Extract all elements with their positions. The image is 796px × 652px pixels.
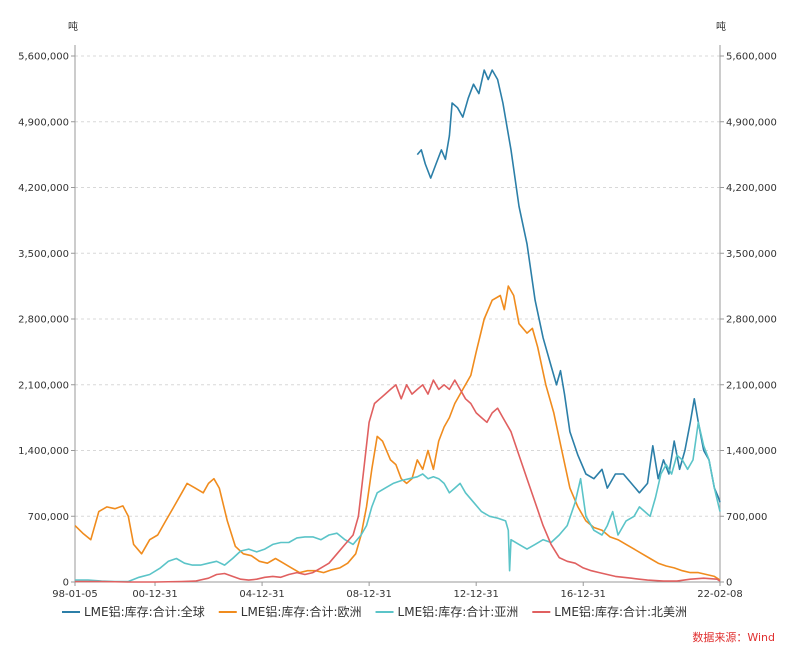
y-tick-labels: 0 0 700,000 700,000 1,400,000 1,400,000 2,100,… bbox=[18, 52, 777, 589]
y-tick-label-right: 1,400,000 bbox=[726, 446, 777, 457]
legend-item-3[interactable]: LME铝:库存:合计:北美洲 bbox=[532, 604, 687, 619]
series-lines bbox=[74, 69, 721, 583]
left-unit-label: 吨 bbox=[68, 20, 78, 33]
series-line-1 bbox=[74, 285, 721, 581]
x-tick-label: 12-12-31 bbox=[453, 589, 498, 600]
series-line-0 bbox=[416, 69, 721, 503]
y-tick-label-right: 700,000 bbox=[726, 512, 767, 523]
x-tick-label: 98-01-05 bbox=[52, 589, 97, 600]
y-tick-label-left: 3,500,000 bbox=[18, 249, 69, 260]
series-line-3 bbox=[75, 379, 721, 583]
y-tick-label-left: 5,600,000 bbox=[18, 52, 69, 63]
axes: 吨 吨 bbox=[68, 20, 726, 583]
legend-item-1[interactable]: LME铝:库存:合计:欧洲 bbox=[218, 604, 362, 619]
x-tick-label: 08-12-31 bbox=[346, 589, 391, 600]
x-tick-label: 04-12-31 bbox=[239, 589, 284, 600]
legend-label: LME铝:库存:合计:全球 bbox=[84, 604, 205, 619]
right-unit-label: 吨 bbox=[716, 20, 726, 33]
legend-label: LME铝:库存:合计:北美洲 bbox=[554, 604, 687, 619]
grid-lines bbox=[75, 55, 720, 517]
x-tick-label: 22-02-08 bbox=[697, 589, 742, 600]
y-tick-label-right: 5,600,000 bbox=[726, 52, 777, 63]
x-tick-label: 00-12-31 bbox=[132, 589, 177, 600]
y-tick-label-right: 4,200,000 bbox=[726, 183, 777, 194]
legend-item-0[interactable]: LME铝:库存:合计:全球 bbox=[62, 604, 205, 619]
y-tick-label-left: 0 bbox=[63, 578, 69, 589]
y-tick-label-right: 0 bbox=[726, 578, 732, 589]
legend-label: LME铝:库存:合计:欧洲 bbox=[241, 604, 362, 619]
x-tick-labels: 98-01-05 00-12-31 04-12-31 08-12-31 12-12-31… bbox=[52, 582, 743, 600]
x-tick-label: 16-12-31 bbox=[561, 589, 606, 600]
y-tick-label-left: 1,400,000 bbox=[18, 446, 69, 457]
y-tick-label-right: 2,100,000 bbox=[726, 380, 777, 391]
series-line-2 bbox=[75, 421, 721, 583]
y-tick-label-left: 700,000 bbox=[28, 512, 69, 523]
y-tick-label-left: 2,800,000 bbox=[18, 315, 69, 326]
y-tick-label-right: 4,900,000 bbox=[726, 117, 777, 128]
y-tick-label-left: 4,200,000 bbox=[18, 183, 69, 194]
y-tick-label-right: 3,500,000 bbox=[726, 249, 777, 260]
y-tick-label-right: 2,800,000 bbox=[726, 315, 777, 326]
legend-label: LME铝:库存:合计:亚洲 bbox=[398, 604, 519, 619]
legend: LME铝:库存:合计:全球 LME铝:库存:合计:欧洲 LME铝:库存:合计:亚洲 L… bbox=[62, 604, 687, 619]
data-source-note: 数据来源：Wind bbox=[692, 630, 775, 644]
y-tick-label-left: 4,900,000 bbox=[18, 117, 69, 128]
y-tick-label-left: 2,100,000 bbox=[18, 380, 69, 391]
legend-item-2[interactable]: LME铝:库存:合计:亚洲 bbox=[375, 604, 519, 619]
